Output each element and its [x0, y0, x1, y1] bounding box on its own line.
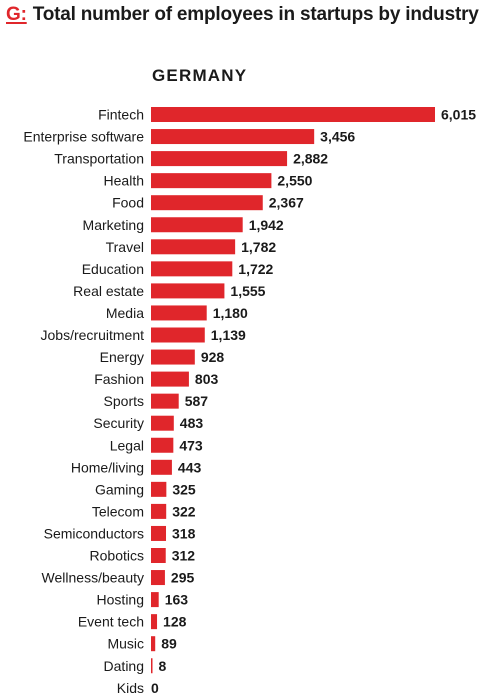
value-label: 3,456 [320, 129, 355, 145]
value-label: 128 [163, 614, 187, 630]
bar [151, 525, 167, 541]
category-label: Semiconductors [44, 525, 144, 541]
category-label: Gaming [95, 481, 144, 497]
value-label: 928 [201, 349, 225, 365]
category-label: Event tech [78, 614, 144, 630]
bar [151, 548, 166, 563]
value-label: 2,550 [277, 173, 312, 189]
value-label: 322 [172, 503, 196, 519]
value-label: 312 [172, 548, 196, 564]
value-label: 2,367 [269, 195, 304, 211]
category-label: Real estate [73, 283, 144, 299]
value-label: 1,555 [230, 283, 265, 299]
bar [151, 636, 156, 652]
bar [151, 459, 172, 475]
category-label: Enterprise software [23, 129, 144, 145]
value-label: 295 [171, 570, 195, 586]
bar [151, 283, 225, 299]
category-label: Media [106, 305, 144, 321]
category-label: Energy [100, 349, 144, 365]
chart-title-text: Total number of employees in startups by… [32, 4, 479, 25]
category-label: Fintech [98, 107, 144, 123]
category-label: Security [93, 415, 144, 431]
bar [151, 614, 158, 630]
category-label: Kids [117, 680, 144, 696]
bar [151, 107, 435, 122]
category-label: Dating [104, 658, 144, 674]
bar [151, 305, 207, 321]
value-label: 1,722 [238, 261, 273, 277]
category-label: Food [112, 195, 144, 211]
category-label: Transportation [54, 151, 144, 167]
category-label: Jobs/recruitment [41, 327, 145, 343]
value-label: 483 [180, 415, 204, 431]
bar [151, 173, 272, 189]
bar [151, 217, 243, 233]
bar [151, 393, 179, 409]
category-label: Home/living [71, 459, 144, 475]
value-label: 318 [172, 525, 196, 541]
bar [151, 481, 167, 497]
value-label: 8 [159, 658, 167, 674]
value-label: 443 [178, 459, 202, 475]
value-label: 0 [151, 680, 159, 696]
bar [151, 437, 174, 453]
value-label: 587 [185, 393, 209, 409]
bar [151, 239, 236, 255]
category-label: Hosting [97, 592, 144, 608]
chart-title: G: Total number of employees in startups … [6, 4, 479, 26]
value-label: 2,882 [293, 151, 328, 167]
bar [151, 658, 153, 674]
value-label: 89 [161, 636, 177, 652]
category-label: Education [82, 261, 144, 277]
value-label: 1,180 [213, 305, 248, 321]
bar [151, 503, 167, 519]
category-label: Robotics [90, 548, 144, 564]
bar [151, 570, 165, 586]
category-label: Legal [110, 437, 144, 453]
bar [151, 151, 288, 167]
chart-subtitle: GERMANY [152, 66, 248, 85]
value-label: 6,015 [441, 107, 476, 123]
category-label: Music [107, 636, 144, 652]
value-label: 1,782 [241, 239, 276, 255]
chart-letter: G: [6, 4, 27, 25]
value-label: 473 [179, 437, 203, 453]
bar [151, 129, 315, 145]
bar [151, 261, 233, 277]
category-label: Sports [104, 393, 144, 409]
category-label: Marketing [83, 217, 144, 233]
value-label: 163 [165, 592, 189, 608]
category-label: Health [104, 173, 144, 189]
bar [151, 327, 205, 343]
category-label: Travel [106, 239, 144, 255]
category-label: Telecom [92, 503, 144, 519]
value-label: 1,139 [211, 327, 246, 343]
category-label: Wellness/beauty [42, 570, 144, 586]
bar [151, 195, 263, 211]
bar [151, 415, 174, 431]
category-label: Fashion [94, 371, 144, 387]
value-label: 1,942 [249, 217, 284, 233]
bar [151, 349, 195, 365]
value-label: 325 [172, 481, 196, 497]
bar [151, 592, 159, 608]
value-label: 803 [195, 371, 219, 387]
bar [151, 371, 189, 387]
